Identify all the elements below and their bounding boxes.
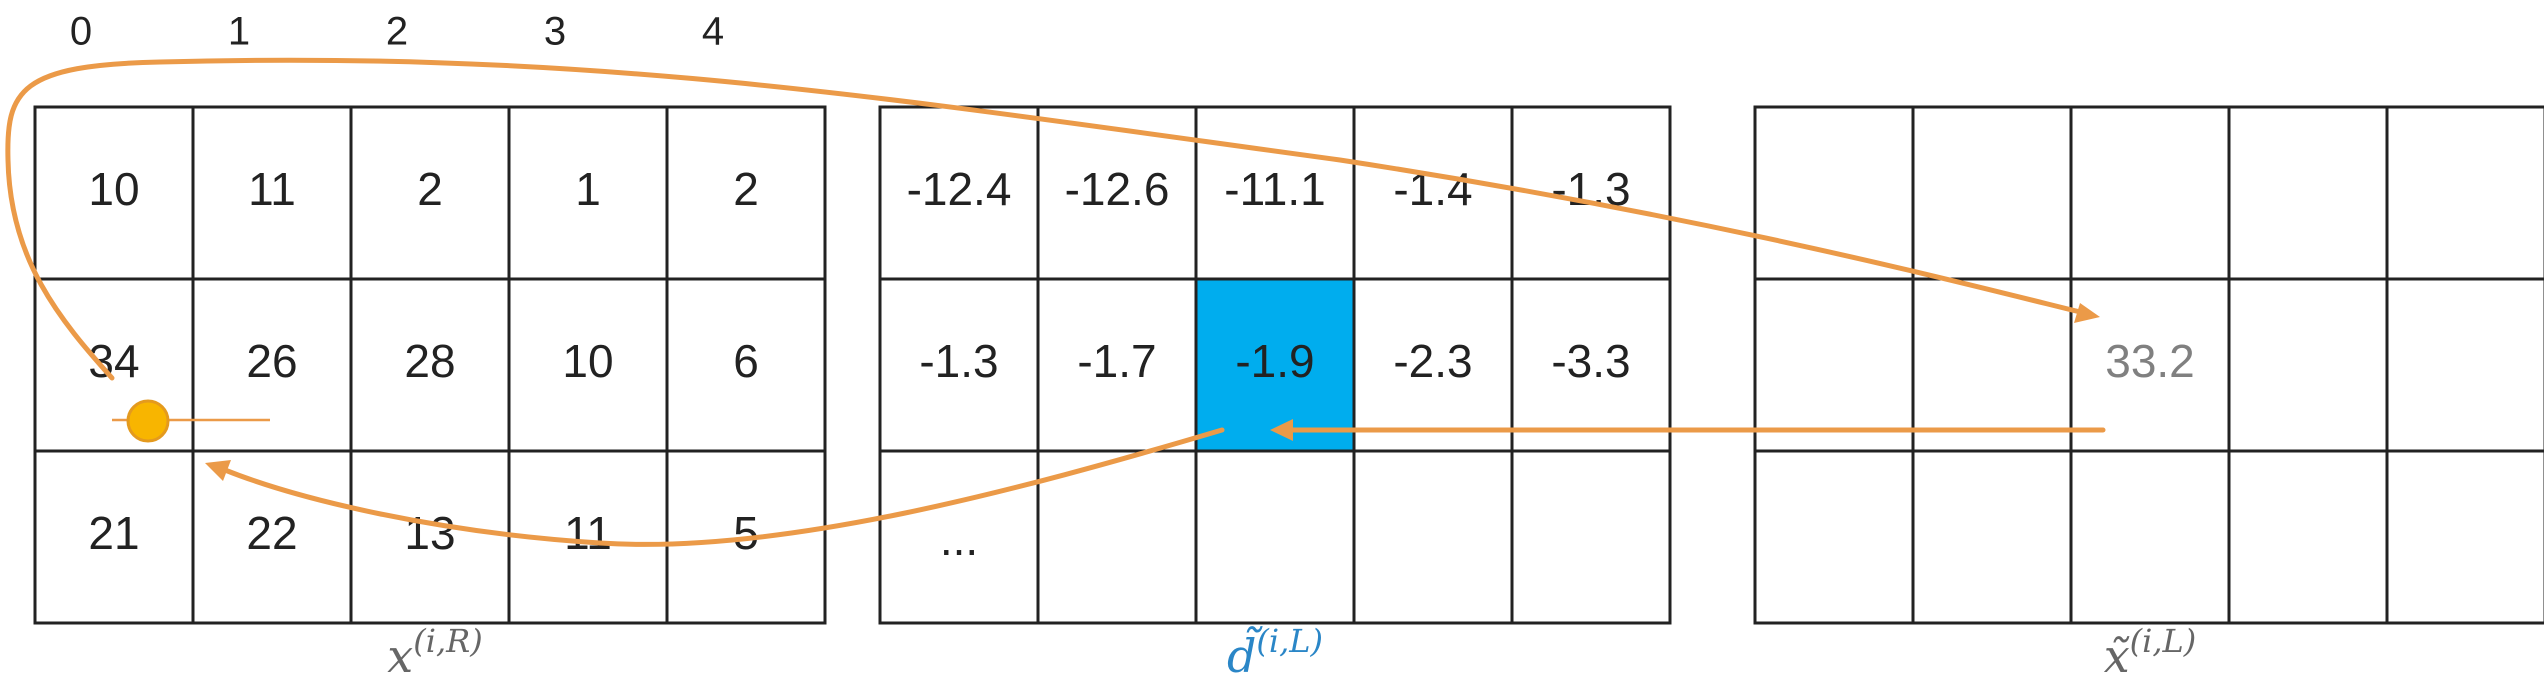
grid-cell — [1352, 277, 1514, 453]
cell-value: 22 — [246, 507, 297, 559]
column-index-4: 4 — [702, 10, 724, 54]
cell-value: 13 — [404, 507, 455, 559]
grid-cell — [349, 277, 511, 453]
grid-cell — [878, 105, 1040, 281]
arrowhead-highlight — [1270, 419, 1293, 441]
marker-dot — [126, 399, 170, 443]
cell-value: -12.6 — [1065, 163, 1170, 215]
arrow-highlight-to-left — [222, 427, 1225, 547]
cell-value: -1.3 — [919, 335, 998, 387]
grid-cell — [2385, 277, 2544, 453]
grid-cell — [1911, 449, 2073, 625]
grid-cell — [507, 277, 669, 453]
grid-cell — [191, 449, 353, 625]
grid-cell — [1352, 105, 1514, 281]
arrow-loop-to-result — [5, 57, 2083, 381]
grid-cell — [2385, 449, 2544, 625]
grid-cell — [2069, 105, 2231, 281]
arrows — [5, 57, 2106, 547]
cell-value: 21 — [88, 507, 139, 559]
grid-cell — [2227, 105, 2389, 281]
grid-cell — [2069, 449, 2231, 625]
grid-cell — [33, 449, 195, 625]
grid-cell — [349, 449, 511, 625]
cell-value: 5 — [733, 507, 759, 559]
grid-cell — [2385, 105, 2544, 281]
cell-value: 1 — [575, 163, 601, 215]
grid-d: -12.4 -12.6 -11.1 -1.4 -1.3-1.3 -1.7 -1.9 -2.3-… — [878, 105, 1672, 625]
grid-cell — [349, 105, 511, 281]
grid-cell — [1753, 449, 1915, 625]
grid-cell — [1194, 105, 1356, 281]
grid-cell — [2227, 449, 2389, 625]
grid-cell — [878, 277, 1040, 453]
arrowhead-left — [205, 460, 231, 481]
arrowhead-result — [2074, 303, 2100, 323]
cell-value: -12.4 — [907, 163, 1012, 215]
cell-value: -1.7 — [1077, 335, 1156, 387]
grid-cell — [2069, 277, 2231, 453]
label-superscript: (i,L) — [1256, 622, 1323, 660]
cell-value: 6 — [733, 335, 759, 387]
cell-value: 10 — [562, 335, 613, 387]
grid-cell — [2227, 277, 2389, 453]
label-superscript: (i,L) — [2130, 622, 2197, 660]
grid-cell — [1352, 449, 1514, 625]
cell-value: ... — [940, 513, 978, 565]
grid-cell — [1036, 449, 1198, 625]
grid-xt: 33.2 — [1753, 105, 2544, 625]
grid-cell — [1753, 277, 1915, 453]
cell-value: -3.3 — [1551, 335, 1630, 387]
grid-cell — [191, 105, 353, 281]
grid-cell — [1036, 277, 1198, 453]
cell-value: 26 — [246, 335, 297, 387]
grids: 10 11 2 1 234 26 28 10 621 22 13 11 5-12.4 -12.6 -11.1… — [33, 105, 2544, 625]
column-index-0: 0 — [70, 10, 92, 54]
grid-labels: x(i,R) d̃(i,L) x̃(i,L) — [387, 622, 2196, 683]
grid-cell — [1510, 449, 1672, 625]
grid-label-d: d̃(i,L) — [1227, 622, 1323, 683]
cell-value: 10 — [88, 163, 139, 215]
column-index-1: 1 — [228, 10, 250, 54]
cell-value: -1.9 — [1235, 335, 1314, 387]
cell-value: 11 — [564, 507, 612, 559]
grid-cell — [33, 105, 195, 281]
grid-cell — [1911, 105, 2073, 281]
cell-value: 33.2 — [2105, 335, 2195, 387]
cell-value: -11.1 — [1224, 163, 1325, 215]
label-base: x̃ — [2104, 629, 2130, 683]
grid-cell — [878, 449, 1040, 625]
label-base: x — [387, 629, 413, 683]
grid-cell — [1510, 277, 1672, 453]
column-index-3: 3 — [544, 10, 566, 54]
grid-label-xt: x̃(i,L) — [2104, 622, 2197, 683]
cell-value: 11 — [248, 163, 296, 215]
grid-label-x: x(i,R) — [387, 622, 482, 683]
grid-x: 10 11 2 1 234 26 28 10 621 22 13 11 5 — [33, 105, 827, 625]
cell-value: 2 — [417, 163, 443, 215]
grid-cell — [1194, 449, 1356, 625]
label-superscript: (i,R) — [413, 622, 482, 660]
grid-cell — [665, 277, 827, 453]
column-index-2: 2 — [386, 10, 408, 54]
column-index-row: 0 1 2 3 4 — [70, 10, 724, 54]
cell-value: 2 — [733, 163, 759, 215]
grid-cell — [1753, 105, 1915, 281]
cell-value: -2.3 — [1393, 335, 1472, 387]
cell-value: 28 — [404, 335, 455, 387]
